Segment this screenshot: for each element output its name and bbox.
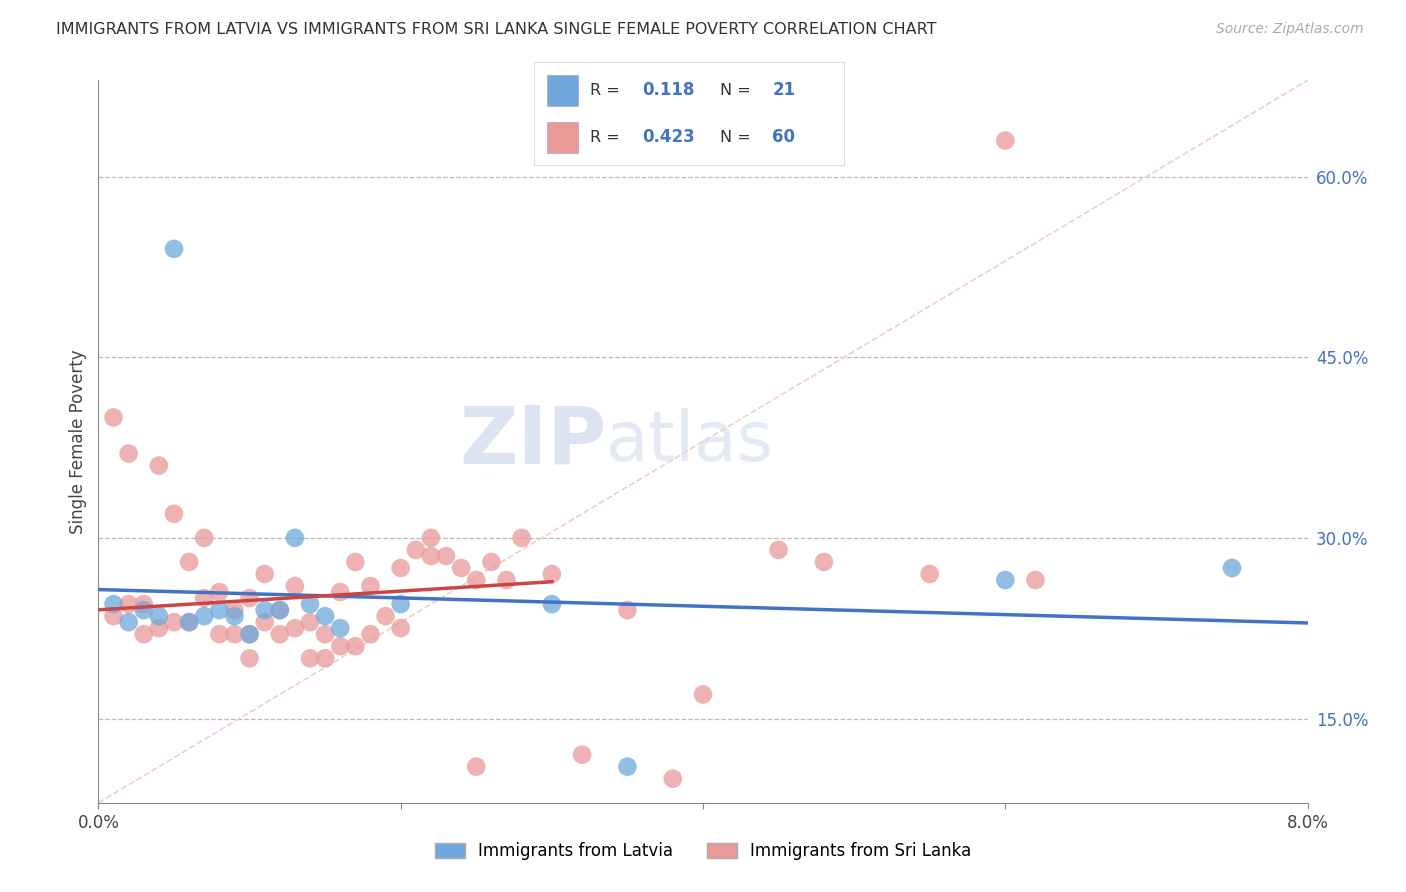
Point bbox=[571, 747, 593, 762]
Point bbox=[179, 615, 201, 630]
Point bbox=[314, 609, 336, 624]
Point bbox=[239, 651, 262, 665]
FancyBboxPatch shape bbox=[547, 75, 578, 105]
Point bbox=[360, 627, 382, 641]
Point bbox=[118, 597, 141, 611]
Point bbox=[253, 603, 276, 617]
Point bbox=[329, 639, 352, 653]
Legend: Immigrants from Latvia, Immigrants from Sri Lanka: Immigrants from Latvia, Immigrants from … bbox=[429, 836, 977, 867]
Point bbox=[314, 651, 336, 665]
Point bbox=[208, 603, 231, 617]
Point bbox=[813, 555, 835, 569]
Point bbox=[163, 615, 186, 630]
Point bbox=[163, 242, 186, 256]
Point bbox=[1220, 561, 1243, 575]
Point bbox=[284, 531, 307, 545]
Text: N =: N = bbox=[720, 130, 756, 145]
Text: 60: 60 bbox=[772, 128, 796, 146]
Point bbox=[918, 567, 941, 582]
Point bbox=[374, 609, 396, 624]
Point bbox=[495, 573, 517, 587]
Point bbox=[994, 133, 1017, 147]
Point bbox=[692, 687, 714, 701]
Point bbox=[481, 555, 503, 569]
Point bbox=[193, 591, 215, 606]
Point bbox=[239, 627, 262, 641]
Point bbox=[253, 615, 276, 630]
Text: 21: 21 bbox=[772, 81, 796, 99]
Text: IMMIGRANTS FROM LATVIA VS IMMIGRANTS FROM SRI LANKA SINGLE FEMALE POVERTY CORREL: IMMIGRANTS FROM LATVIA VS IMMIGRANTS FRO… bbox=[56, 22, 936, 37]
Point bbox=[208, 585, 231, 599]
Point bbox=[224, 627, 246, 641]
Point bbox=[360, 579, 382, 593]
Point bbox=[118, 446, 141, 460]
Point bbox=[299, 615, 322, 630]
Point bbox=[661, 772, 683, 786]
Point bbox=[179, 615, 201, 630]
Point bbox=[420, 549, 443, 563]
Point bbox=[253, 567, 276, 582]
Point bbox=[299, 597, 322, 611]
Text: atlas: atlas bbox=[606, 408, 775, 475]
Point bbox=[299, 651, 322, 665]
Point bbox=[193, 609, 215, 624]
Text: N =: N = bbox=[720, 83, 756, 97]
Point bbox=[269, 603, 291, 617]
Point bbox=[193, 531, 215, 545]
Point bbox=[329, 621, 352, 635]
Point bbox=[148, 621, 170, 635]
Point bbox=[540, 597, 562, 611]
Point bbox=[132, 603, 155, 617]
Point bbox=[148, 458, 170, 473]
Y-axis label: Single Female Poverty: Single Female Poverty bbox=[69, 350, 87, 533]
Point bbox=[103, 609, 125, 624]
Point bbox=[239, 627, 262, 641]
Point bbox=[163, 507, 186, 521]
Point bbox=[224, 609, 246, 624]
Point bbox=[224, 603, 246, 617]
Text: ZIP: ZIP bbox=[458, 402, 606, 481]
Point bbox=[389, 597, 412, 611]
Point bbox=[132, 627, 155, 641]
Point bbox=[239, 591, 262, 606]
Point bbox=[269, 627, 291, 641]
Point bbox=[510, 531, 533, 545]
Point bbox=[1025, 573, 1047, 587]
Text: 0.423: 0.423 bbox=[643, 128, 696, 146]
Point bbox=[132, 597, 155, 611]
Point bbox=[389, 621, 412, 635]
Point bbox=[616, 603, 638, 617]
Point bbox=[344, 555, 367, 569]
Text: R =: R = bbox=[591, 83, 624, 97]
Point bbox=[465, 760, 488, 774]
Point bbox=[208, 627, 231, 641]
Point bbox=[465, 573, 488, 587]
FancyBboxPatch shape bbox=[547, 122, 578, 153]
Point bbox=[994, 573, 1017, 587]
Point bbox=[284, 621, 307, 635]
Point bbox=[103, 597, 125, 611]
Point bbox=[103, 410, 125, 425]
Point bbox=[118, 615, 141, 630]
Point bbox=[768, 542, 790, 557]
Point bbox=[405, 542, 427, 557]
Point bbox=[179, 555, 201, 569]
Point bbox=[148, 609, 170, 624]
Point bbox=[450, 561, 472, 575]
Text: 0.118: 0.118 bbox=[643, 81, 695, 99]
Point bbox=[434, 549, 457, 563]
Text: Source: ZipAtlas.com: Source: ZipAtlas.com bbox=[1216, 22, 1364, 37]
Point bbox=[329, 585, 352, 599]
Point bbox=[344, 639, 367, 653]
Point bbox=[616, 760, 638, 774]
Point bbox=[314, 627, 336, 641]
Point bbox=[284, 579, 307, 593]
Point bbox=[269, 603, 291, 617]
Point bbox=[540, 567, 562, 582]
Text: R =: R = bbox=[591, 130, 624, 145]
Point bbox=[420, 531, 443, 545]
Point bbox=[389, 561, 412, 575]
